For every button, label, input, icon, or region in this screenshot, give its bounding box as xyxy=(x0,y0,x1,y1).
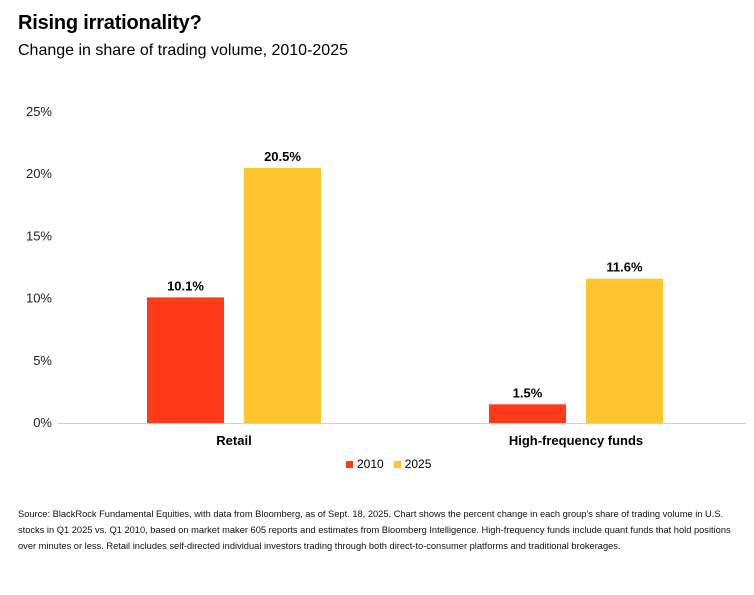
legend-label-2010: 2010 xyxy=(357,457,384,471)
chart-subtitle: Change in share of trading volume, 2010-… xyxy=(18,42,348,59)
legend-swatch-2010 xyxy=(346,460,353,468)
bar-2010-1 xyxy=(489,404,566,423)
source-note: Source: BlackRock Fundamental Equities, … xyxy=(18,509,731,551)
data-label: 1.5% xyxy=(513,385,543,400)
legend-swatch-2025 xyxy=(393,460,401,468)
legend-label-2025: 2025 xyxy=(404,457,432,471)
data-label: 20.5% xyxy=(264,149,301,164)
legend-item-2025: 2025 xyxy=(393,457,432,471)
chart-title: Rising irrationality? xyxy=(18,12,202,34)
data-label: 11.6% xyxy=(606,260,643,275)
data-label: 10.1% xyxy=(167,278,204,293)
y-tick-label: 20% xyxy=(26,166,52,181)
y-tick-label: 25% xyxy=(26,104,52,119)
y-tick-label: 0% xyxy=(33,415,52,430)
y-tick-label: 15% xyxy=(26,228,52,243)
category-label: High-frequency funds xyxy=(509,433,643,448)
bar-chart: 0% 5% 10% 15% 20% 25% 10.1% 20.5% Retail 1.5% 11.6… xyxy=(26,104,746,448)
bar-2010-0 xyxy=(147,297,224,423)
bar-2025-0 xyxy=(244,167,321,423)
y-tick-label: 5% xyxy=(33,353,52,368)
bar-2025-1 xyxy=(586,278,663,423)
y-tick-label: 10% xyxy=(26,291,52,306)
category-label: Retail xyxy=(216,433,251,448)
legend: 2010 2025 xyxy=(346,457,431,471)
legend-item-2010: 2010 xyxy=(346,457,384,471)
